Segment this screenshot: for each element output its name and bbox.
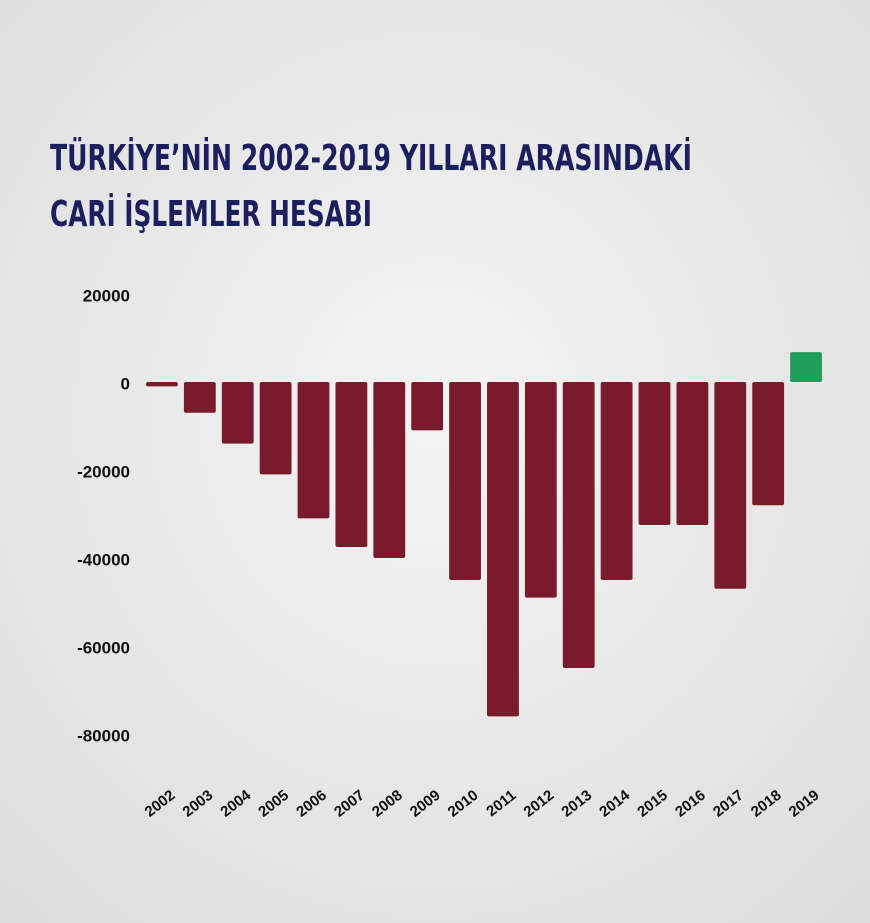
- bar: [297, 382, 330, 519]
- y-tick-label: -80000: [77, 726, 130, 745]
- bar: [259, 382, 292, 475]
- y-tick-label: -40000: [77, 550, 130, 569]
- bar: [714, 382, 747, 589]
- bar: [600, 382, 633, 580]
- bar: [790, 352, 822, 382]
- bar: [487, 382, 519, 717]
- bar: [146, 382, 178, 387]
- bar: [562, 382, 595, 668]
- y-tick-label: -20000: [77, 462, 130, 481]
- bar: [676, 382, 709, 525]
- bar: [524, 382, 557, 598]
- y-tick-label: 0: [121, 374, 130, 393]
- chart-title: CARİ İŞLEMLER HESABI: [50, 193, 372, 235]
- bar: [638, 382, 671, 525]
- bar: [411, 382, 444, 431]
- bar: [752, 382, 785, 506]
- bar: [335, 382, 368, 547]
- bar: [449, 382, 481, 580]
- chart-title: TÜRKİYE’NİN 2002-2019 YILLARI ARASINDAKİ: [50, 137, 692, 179]
- y-tick-label: -60000: [77, 638, 130, 657]
- bar: [221, 382, 254, 444]
- y-tick-label: 20000: [83, 286, 130, 305]
- bar: [373, 382, 406, 558]
- bar: [183, 382, 216, 413]
